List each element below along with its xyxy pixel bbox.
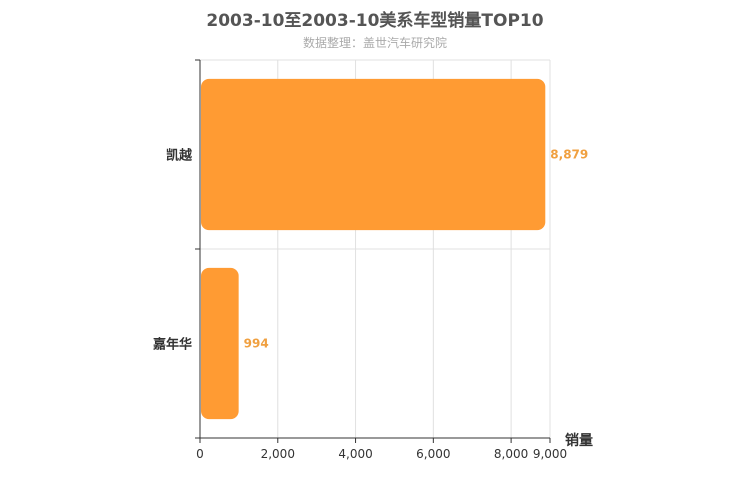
x-tick-label: 4,000 [338, 447, 372, 461]
x-tick-label: 9,000 [533, 447, 567, 461]
bar [201, 267, 239, 420]
x-tick-label: 0 [196, 447, 204, 461]
chart-title: 2003-10至2003-10美系车型销量TOP10 [206, 11, 544, 31]
x-tick-label: 2,000 [261, 447, 295, 461]
x-axis-label: 销量 [565, 433, 593, 449]
data-label: 994 [244, 337, 269, 351]
axes [195, 59, 551, 443]
bar [201, 78, 546, 231]
labels: 8,879 凯越 994 嘉年华 0 2,000 4,000 6,000 8,000 9,000 [152, 148, 588, 462]
bars [201, 78, 546, 420]
x-tick-label: 6,000 [416, 447, 450, 461]
category-label: 嘉年华 [152, 337, 192, 353]
data-label: 8,879 [550, 148, 588, 162]
x-tick-label: 8,000 [494, 447, 528, 461]
chart-subtitle: 数据整理：盖世汽车研究院 [302, 36, 447, 50]
category-label: 凯越 [166, 148, 193, 164]
